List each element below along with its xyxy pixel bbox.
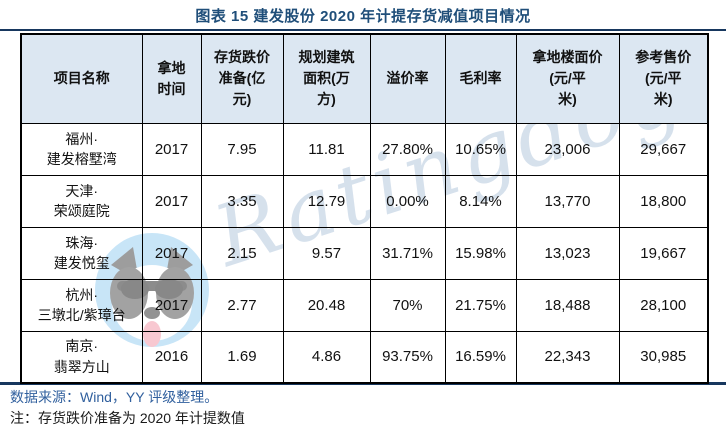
cell-project-name: 福州· 建发榕墅湾 — [20, 122, 143, 176]
cell-premium: 93.75% — [369, 330, 446, 384]
col-header-land-date: 拿地 时间 — [141, 33, 202, 124]
cell-project-name: 珠海· 建发悦玺 — [20, 226, 143, 280]
footnote-line: 注：存货跌价准备为 2020 年计提数值 — [10, 410, 245, 426]
table-row: 南京· 翡翠方山 2016 1.69 4.86 93.75% 16.59% 22… — [20, 330, 709, 384]
cell-provision: 2.15 — [200, 226, 284, 280]
cell-ref-price: 29,667 — [618, 122, 709, 176]
col-header-reference-price: 参考售价 (元/平 米) — [618, 33, 709, 124]
cell-floor-price: 22,343 — [515, 330, 620, 384]
cell-floor-price: 13,770 — [515, 174, 620, 228]
cell-premium: 31.71% — [369, 226, 446, 280]
cell-provision: 3.35 — [200, 174, 284, 228]
cell-project-name: 天津· 荣颂庭院 — [20, 174, 143, 228]
cell-area: 11.81 — [282, 122, 371, 176]
cell-provision: 1.69 — [200, 330, 284, 384]
header-row: 项目名称 拿地 时间 存货跌价 准备(亿 元) 规划建筑 面积(万 方) 溢价率… — [20, 33, 709, 124]
col-header-planned-area: 规划建筑 面积(万 方) — [282, 33, 371, 124]
table-row: 天津· 荣颂庭院 2017 3.35 12.79 0.00% 8.14% 13,… — [20, 174, 709, 228]
cell-floor-price: 23,006 — [515, 122, 620, 176]
col-header-project-name: 项目名称 — [20, 33, 143, 124]
cell-area: 20.48 — [282, 278, 371, 332]
col-header-inventory-provision: 存货跌价 准备(亿 元) — [200, 33, 284, 124]
cell-land-year: 2017 — [141, 278, 202, 332]
cell-land-year: 2017 — [141, 122, 202, 176]
cell-land-year: 2016 — [141, 330, 202, 384]
data-source-line: 数据来源：Wind，YY 评级整理。 — [10, 389, 219, 405]
cell-premium: 70% — [369, 278, 446, 332]
col-header-gross-margin: 毛利率 — [444, 33, 517, 124]
top-rule — [0, 29, 726, 31]
cell-ref-price: 18,800 — [618, 174, 709, 228]
cell-margin: 8.14% — [444, 174, 517, 228]
col-header-land-floor-price: 拿地楼面价 (元/平 米) — [515, 33, 620, 124]
cell-margin: 21.75% — [444, 278, 517, 332]
figure-title: 图表 15 建发股份 2020 年计提存货减值项目情况 — [195, 8, 531, 25]
cell-area: 9.57 — [282, 226, 371, 280]
cell-floor-price: 18,488 — [515, 278, 620, 332]
cell-provision: 7.95 — [200, 122, 284, 176]
cell-premium: 27.80% — [369, 122, 446, 176]
cell-provision: 2.77 — [200, 278, 284, 332]
cell-land-year: 2017 — [141, 226, 202, 280]
table-row: 杭州· 三墩北/紫璋台 2017 2.77 20.48 70% 21.75% 1… — [20, 278, 709, 332]
cell-ref-price: 19,667 — [618, 226, 709, 280]
cell-premium: 0.00% — [369, 174, 446, 228]
cell-floor-price: 13,023 — [515, 226, 620, 280]
cell-project-name: 南京· 翡翠方山 — [20, 330, 143, 384]
cell-ref-price: 30,985 — [618, 330, 709, 384]
cell-margin: 15.98% — [444, 226, 517, 280]
cell-margin: 16.59% — [444, 330, 517, 384]
impairment-projects-table: 项目名称 拿地 时间 存货跌价 准备(亿 元) 规划建筑 面积(万 方) 溢价率… — [20, 33, 709, 384]
cell-project-name: 杭州· 三墩北/紫璋台 — [20, 278, 143, 332]
col-header-premium-rate: 溢价率 — [369, 33, 446, 124]
cell-margin: 10.65% — [444, 122, 517, 176]
cell-area: 12.79 — [282, 174, 371, 228]
cell-area: 4.86 — [282, 330, 371, 384]
table-row: 福州· 建发榕墅湾 2017 7.95 11.81 27.80% 10.65% … — [20, 122, 709, 176]
table-row: 珠海· 建发悦玺 2017 2.15 9.57 31.71% 15.98% 13… — [20, 226, 709, 280]
cell-land-year: 2017 — [141, 174, 202, 228]
cell-ref-price: 28,100 — [618, 278, 709, 332]
